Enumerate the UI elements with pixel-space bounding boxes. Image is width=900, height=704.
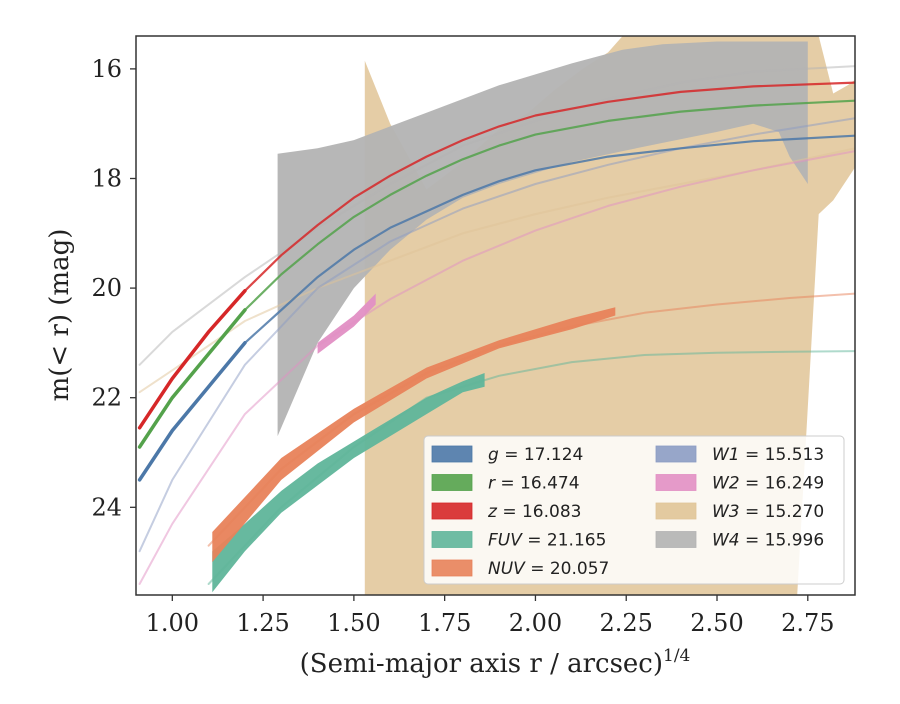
- x-tick-label: 2.25: [600, 609, 653, 637]
- legend-label: r = 16.474: [488, 474, 580, 494]
- legend-item-w1: W1 = 15.513: [655, 445, 824, 465]
- legend-label: W2 = 16.249: [712, 474, 824, 494]
- x-axis-label: (Semi-major axis r / arcsec)1/4: [300, 646, 691, 679]
- line-w2: [138, 150, 855, 585]
- legend-swatch: [655, 445, 697, 463]
- legend-label: W1 = 15.513: [712, 445, 824, 465]
- legend-swatch: [655, 502, 697, 520]
- legend-label: z = 16.083: [487, 502, 581, 522]
- legend-item-nuv: NUV = 20.057: [431, 559, 609, 579]
- y-tick-label: 18: [91, 164, 122, 192]
- legend-item-w3: W3 = 15.270: [655, 502, 824, 522]
- x-tick-label: 2.50: [690, 609, 743, 637]
- legend-item-r: r = 16.474: [431, 474, 580, 494]
- x-tick-label: 1.75: [418, 609, 471, 637]
- model-lines: [137, 65, 855, 585]
- x-tick-label: 1.25: [236, 609, 289, 637]
- legend-swatch: [431, 445, 473, 463]
- x-tick-label: 2.00: [509, 609, 562, 637]
- legend-swatch: [655, 531, 697, 548]
- y-axis-ticks: 16 18 20 22 24: [91, 55, 136, 521]
- y-tick-label: 20: [91, 274, 122, 302]
- line-g-fit: [137, 341, 247, 482]
- legend-label: NUV = 20.057: [488, 559, 609, 579]
- band-w2: [317, 293, 376, 354]
- legend-swatch: [431, 502, 473, 520]
- legend-item-w4: W4 = 15.996: [655, 531, 824, 551]
- legend-item-z: z = 16.083: [431, 502, 581, 522]
- y-tick-label: 16: [91, 55, 122, 83]
- y-tick-label: 24: [91, 493, 122, 521]
- legend-label: W3 = 15.270: [712, 502, 824, 522]
- x-axis-ticks: 1.00 1.25 1.50 1.75 2.00 2.25 2.50 2.75: [146, 595, 835, 637]
- legend-label: W4 = 15.996: [712, 531, 824, 551]
- legend-swatch: [431, 474, 473, 491]
- line-z-fit: [137, 289, 247, 430]
- band-fuv: [212, 373, 485, 593]
- y-tick-label: 22: [91, 384, 122, 412]
- line-nuv: [207, 292, 855, 547]
- plot-frame: [135, 35, 856, 596]
- legend-swatch: [431, 531, 473, 548]
- legend-item-fuv: FUV = 21.165: [431, 531, 606, 551]
- legend-item-w2: W2 = 16.249: [655, 474, 824, 494]
- legend-item-g: g = 17.124: [431, 445, 583, 465]
- x-tick-label: 2.75: [781, 609, 834, 637]
- line-fuv: [207, 350, 855, 585]
- legend-label: FUV = 21.165: [488, 531, 606, 551]
- legend: g = 17.124 r = 16.474 z = 16.083 FUV = 21.1…: [423, 435, 845, 585]
- line-w4: [138, 65, 855, 366]
- x-tick-label: 1.00: [146, 609, 199, 637]
- y-axis-label: m(< r) (mag): [45, 229, 75, 402]
- line-r-fit: [137, 308, 247, 449]
- legend-swatch: [655, 474, 697, 491]
- legend-swatch: [431, 559, 473, 577]
- x-tick-label: 1.50: [327, 609, 380, 637]
- line-w1: [138, 117, 855, 553]
- band-w4: [277, 41, 808, 437]
- legend-label: g = 17.124: [488, 445, 583, 465]
- legend-box: [423, 435, 845, 585]
